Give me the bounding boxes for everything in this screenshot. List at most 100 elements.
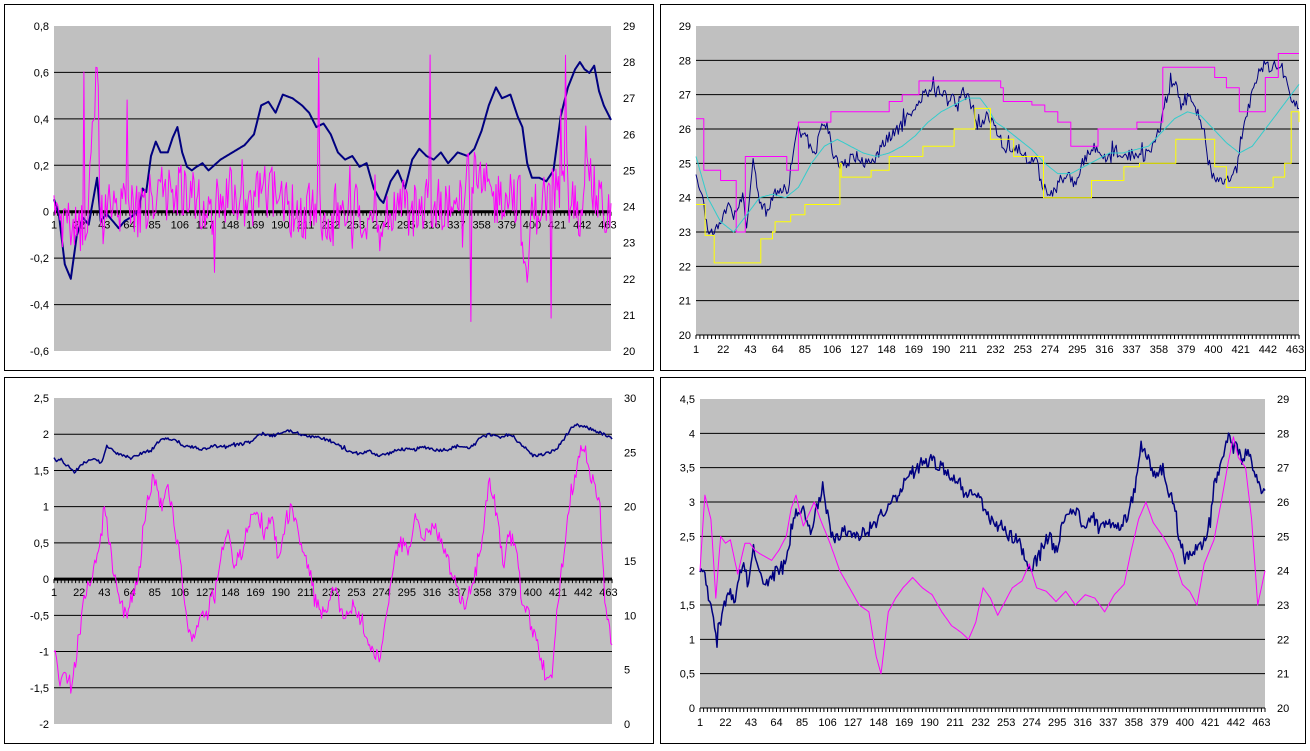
x-tick-label: 358	[473, 587, 491, 599]
series-navy-line	[53, 423, 613, 474]
y-left-tick-label: 4,5	[680, 394, 695, 406]
y-left-tick-label: 0,2	[34, 160, 49, 172]
y-right-tick-label: 27	[623, 93, 635, 105]
y-left-tick-label: 0,5	[680, 669, 695, 681]
x-tick-label: 442	[1259, 344, 1277, 356]
y-right-tick-label: 26	[1277, 497, 1289, 509]
y-right-tick-label: 28	[1277, 428, 1289, 440]
y-right-tick-label: 20	[624, 502, 636, 514]
series-magenta-line	[53, 445, 613, 694]
y-left-tick-label: 1,5	[34, 465, 49, 477]
x-tick-label: 190	[920, 717, 938, 729]
y-right-tick-label: 0	[624, 719, 630, 731]
x-tick-label: 295	[1068, 344, 1086, 356]
y-right-tick-label: 25	[624, 447, 636, 459]
series-magenta-line	[699, 436, 1266, 675]
x-tick-label: 1	[51, 220, 57, 232]
x-tick-label: 64	[123, 220, 135, 232]
x-tick-label: 316	[423, 587, 441, 599]
x-tick-label: 1	[51, 587, 57, 599]
y-left-tick-label: -2	[39, 719, 49, 731]
y-left-tick-label: 25	[679, 158, 691, 170]
chart-panel-bottom-right: 4,5 4 3,5 3 2,5 2 1,5 1 0,5 0 29 28 27 26 25 24 23 22 21 20…	[660, 377, 1306, 744]
y-right-tick-label: 15	[624, 556, 636, 568]
x-tick-label: 232	[971, 717, 989, 729]
x-tick-label: 379	[498, 220, 516, 232]
x-tick-label: 22	[73, 587, 85, 599]
x-tick-label: 421	[548, 220, 566, 232]
y-left-tick-label: 2,5	[34, 393, 49, 405]
x-tick-label: 442	[574, 587, 592, 599]
x-tick-label: 463	[599, 587, 617, 599]
series-navy-line	[699, 432, 1266, 648]
x-tick-label: 211	[946, 717, 964, 729]
x-tick-label: 85	[799, 344, 811, 356]
x-tick-label: 253	[347, 587, 365, 599]
x-tick-label: 253	[1014, 344, 1032, 356]
chart-1-svg: 29 28 27 26 25 24 23 22 21 201 22 43 64 85 106 127 148 16…	[679, 21, 1305, 356]
y-left-tick-label: 2	[43, 429, 49, 441]
y-left-tick-label: 0	[43, 574, 49, 586]
y-right-tick-label: 5	[624, 665, 630, 677]
y-right-tick-label: 20	[1277, 703, 1289, 715]
x-tick-label: 169	[246, 587, 264, 599]
series-magenta-line	[696, 53, 1299, 233]
x-tick-label: 85	[149, 587, 161, 599]
x-tick-label: 463	[1252, 717, 1270, 729]
series-navy-line	[695, 60, 1300, 236]
y-right-tick-label: 20	[623, 346, 635, 358]
y-left-tick-label: 28	[679, 55, 691, 67]
y-left-tick-label: -0,2	[30, 253, 49, 265]
x-tick-label: 316	[1074, 717, 1092, 729]
y-left-tick-label: 0	[43, 207, 49, 219]
x-axis-ticks	[695, 335, 1300, 339]
x-tick-label: 337	[447, 220, 465, 232]
y-left-tick-label: 23	[679, 227, 691, 239]
x-tick-label: 358	[1150, 344, 1168, 356]
y-right-tick-label: 28	[623, 57, 635, 69]
x-tick-label: 442	[1227, 717, 1245, 729]
y-right-tick-label: 10	[624, 610, 636, 622]
y-left-tick-label: 3,5	[680, 463, 695, 475]
x-tick-label: 232	[986, 344, 1004, 356]
x-tick-label: 43	[745, 717, 757, 729]
y-right-tick-label: 24	[623, 202, 635, 214]
chart-0-svg: 0,80,60,40,20-0,2-0,4-0,6292827262524232…	[30, 21, 635, 358]
x-tick-label: 43	[744, 344, 756, 356]
y-right-tick-label: 30	[624, 393, 636, 405]
x-tick-label: 211	[297, 587, 315, 599]
x-tick-label: 148	[221, 220, 239, 232]
x-tick-label: 442	[573, 220, 591, 232]
x-tick-label: 379	[1177, 344, 1195, 356]
x-tick-label: 169	[905, 344, 923, 356]
y-left-tick-label: 24	[679, 193, 691, 205]
y-left-tick-label: 26	[679, 124, 691, 136]
x-tick-label: 274	[1041, 344, 1059, 356]
x-tick-label: 358	[472, 220, 490, 232]
x-tick-label: 85	[148, 220, 160, 232]
x-tick-label: 190	[272, 587, 290, 599]
y-left-tick-label: 21	[679, 296, 691, 308]
y-left-tick-label: -1,5	[30, 683, 49, 695]
x-tick-label: 22	[719, 717, 731, 729]
x-tick-label: 64	[772, 344, 784, 356]
plot-area	[54, 26, 611, 351]
x-tick-label: 106	[823, 344, 841, 356]
x-tick-label: 190	[932, 344, 950, 356]
y-left-tick-label: -0,4	[30, 300, 49, 312]
y-left-tick-label: 2	[689, 566, 695, 578]
chart-3-svg: 4,543,532,521,510,5029282726252423222120…	[680, 394, 1290, 729]
x-tick-label: 106	[171, 587, 189, 599]
y-left-tick-label: 2,5	[680, 531, 695, 543]
x-tick-label: 232	[322, 220, 340, 232]
y-left-tick-label: 20	[679, 330, 691, 342]
x-tick-label: 274	[372, 587, 390, 599]
x-tick-label: 190	[271, 220, 289, 232]
x-tick-label: 421	[549, 587, 567, 599]
y-right-tick-label: 26	[623, 129, 635, 141]
series-cyan-line	[695, 84, 1300, 233]
y-right-tick-label: 23	[623, 238, 635, 250]
x-tick-label: 295	[1048, 717, 1066, 729]
x-tick-label: 421	[1231, 344, 1249, 356]
y-left-tick-label: 22	[679, 261, 691, 273]
